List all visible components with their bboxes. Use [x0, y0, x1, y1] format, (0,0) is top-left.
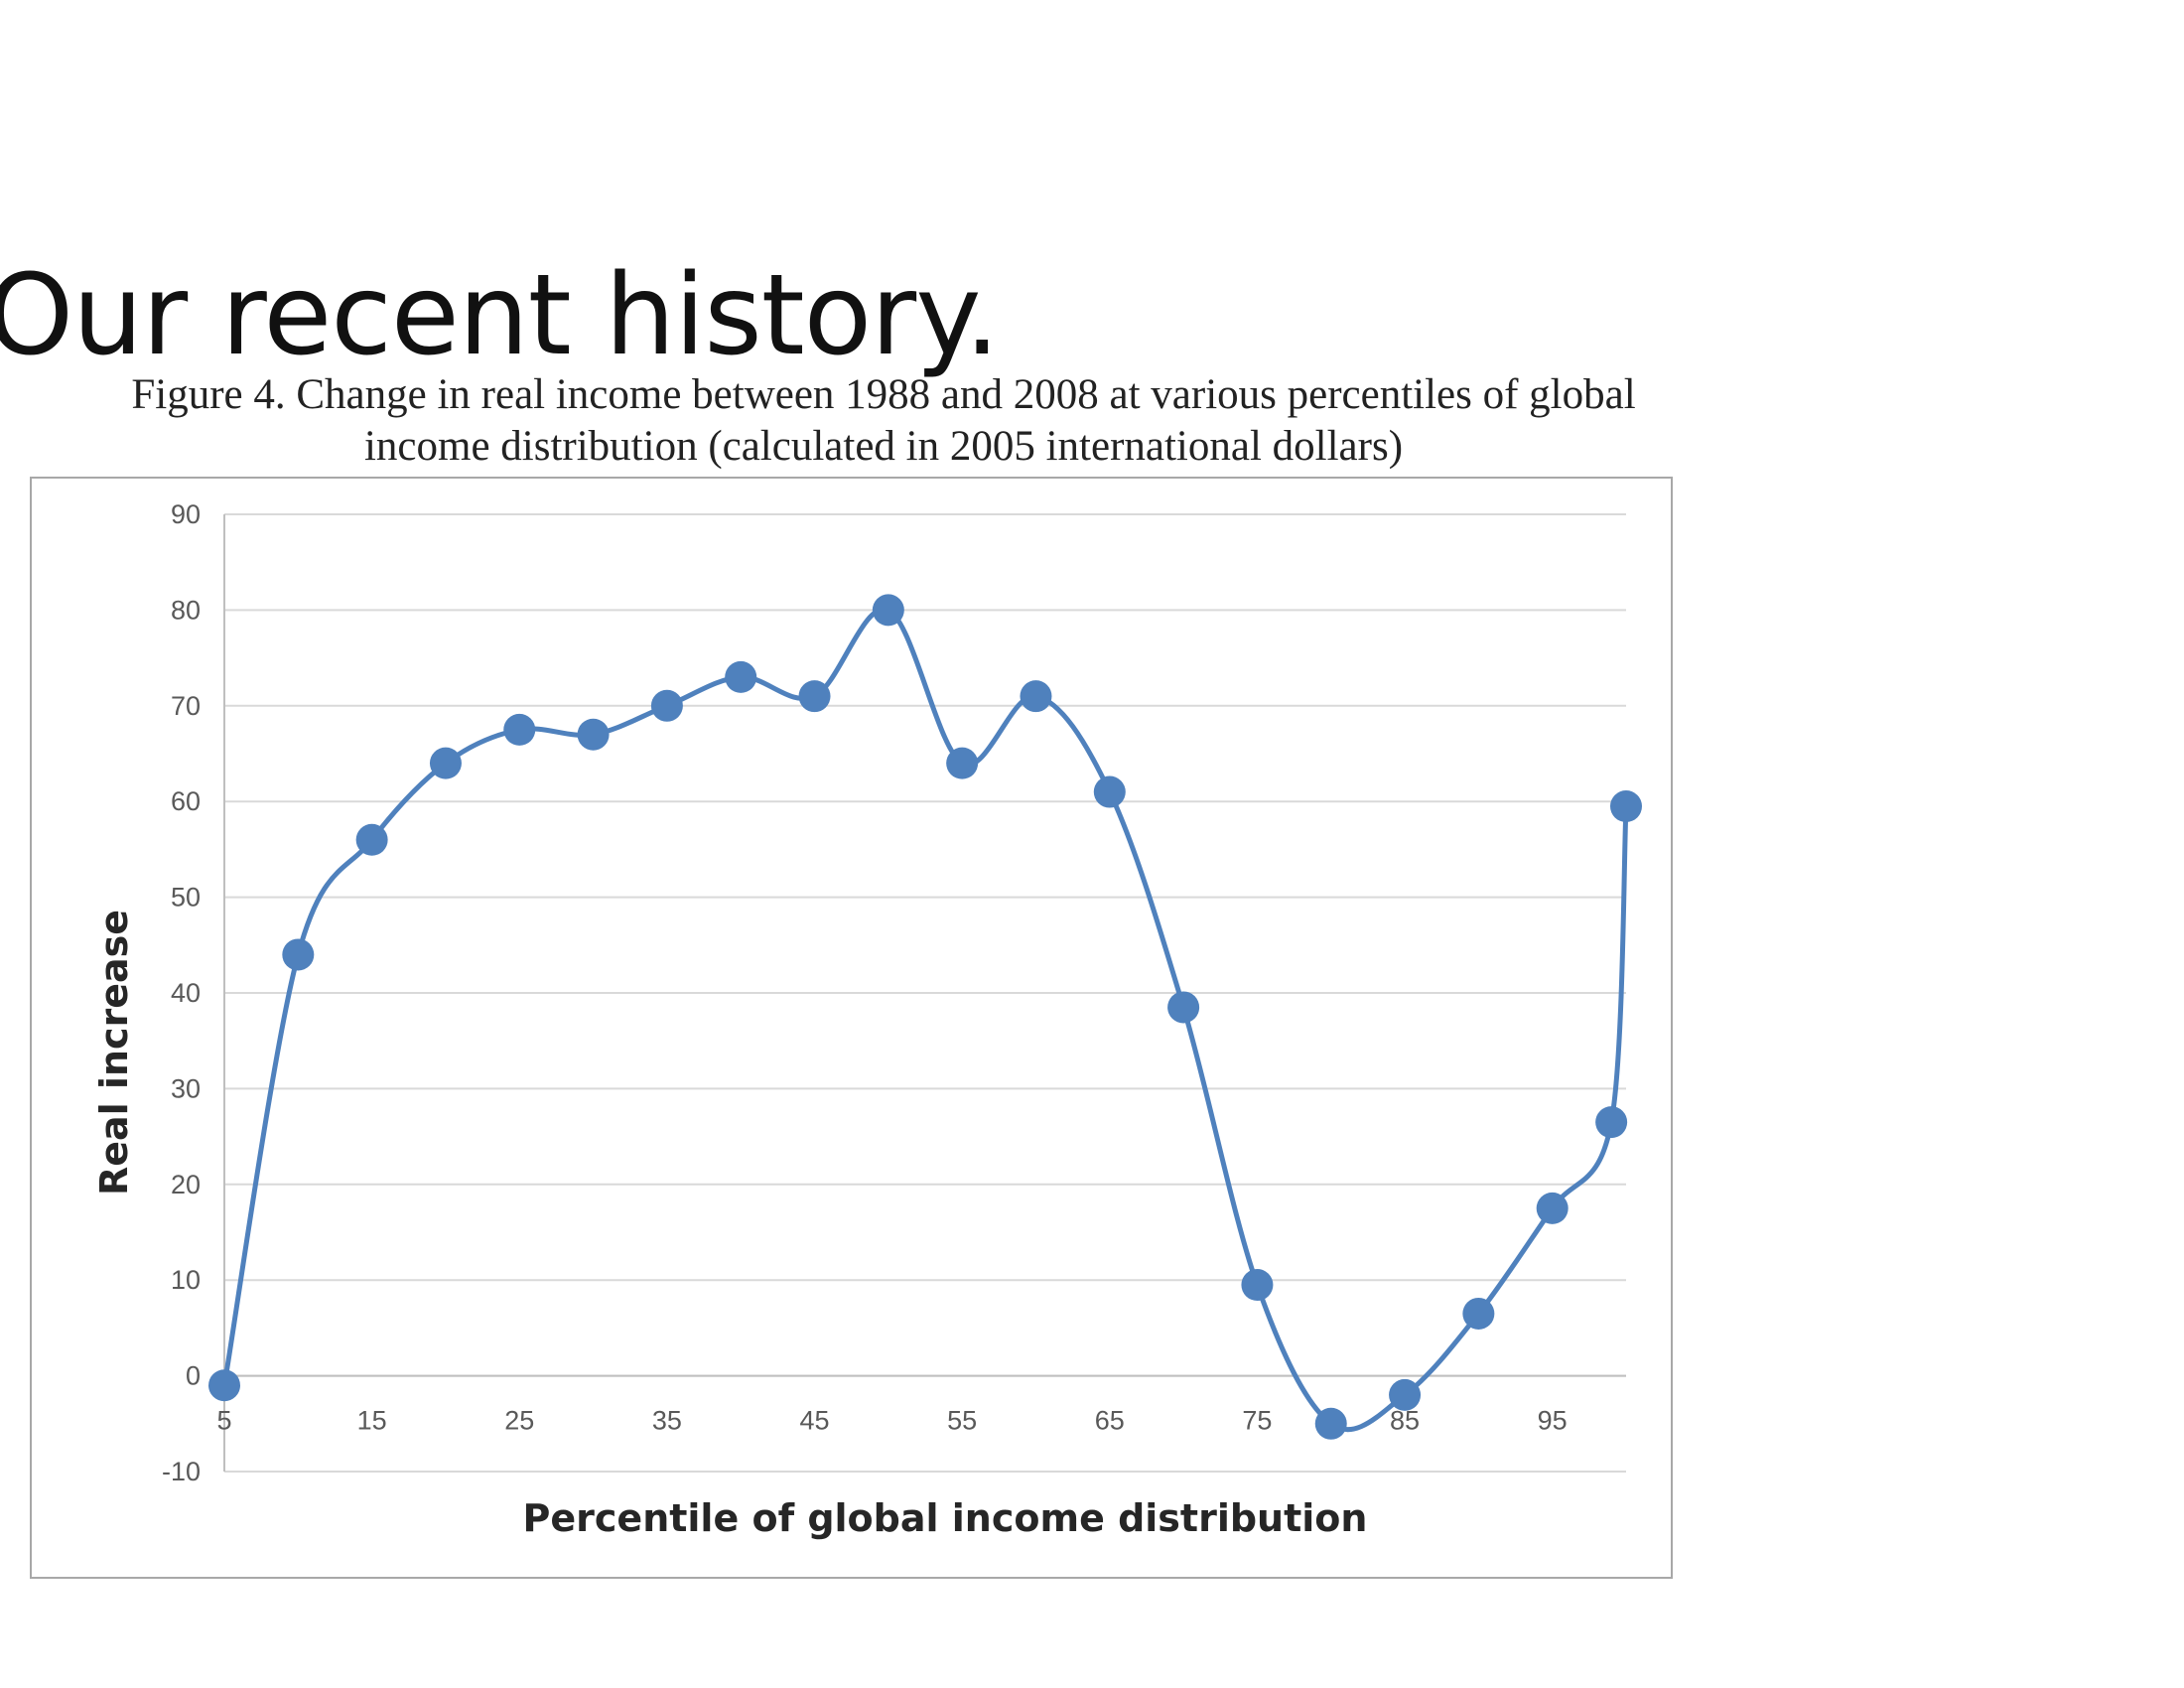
x-tick-label: 15 [357, 1406, 387, 1436]
data-point-40 [725, 660, 757, 693]
data-point-30 [577, 718, 610, 751]
slide-title: Our recent history. [0, 251, 1000, 380]
data-point-20 [429, 747, 462, 779]
figure-caption-line-2: income distribution (calculated in 2005 … [363, 423, 1404, 470]
y-tick-label: 0 [186, 1361, 201, 1391]
data-point-85 [1389, 1378, 1422, 1411]
y-tick-label: 50 [171, 883, 201, 913]
data-point-10 [282, 938, 315, 971]
figure-caption: Figure 4. Change in real income between … [40, 369, 1727, 473]
x-tick-label: 95 [1538, 1406, 1568, 1436]
series-line [221, 606, 1629, 1433]
y-tick-label: 40 [171, 978, 201, 1008]
x-tick-label: 5 [216, 1406, 231, 1436]
data-point-50 [872, 594, 904, 627]
data-point-100 [1610, 790, 1642, 823]
y-tick-label: 20 [171, 1170, 201, 1199]
series-real-increase [208, 594, 1642, 1440]
x-tick-label: 75 [1242, 1406, 1272, 1436]
x-tick-label: 25 [504, 1406, 534, 1436]
gridlines [224, 513, 1626, 1473]
figure-caption-line-1: Figure 4. Change in real income between … [131, 371, 1636, 418]
x-axis-title: Percentile of global income distribution [523, 1496, 1368, 1540]
data-point-65 [1093, 775, 1126, 808]
y-tick-label: 60 [171, 786, 201, 816]
y-tick-label: 30 [171, 1073, 201, 1103]
y-tick-labels: -10 0 10 20 30 40 50 60 70 80 90 [162, 499, 201, 1486]
data-point-99 [1595, 1106, 1628, 1139]
data-point-5 [208, 1369, 240, 1402]
y-tick-label: 90 [171, 499, 201, 529]
data-point-45 [798, 680, 831, 713]
data-point-35 [650, 689, 683, 722]
y-tick-label: 70 [171, 691, 201, 721]
data-point-70 [1167, 991, 1200, 1024]
y-axis-title: Real increase [92, 910, 136, 1196]
x-tick-labels: 5 15 25 35 45 55 65 75 85 95 [216, 1406, 1567, 1436]
chart-frame: -10 0 10 20 30 40 50 60 70 80 90 5 15 25 35 45 55 65 75 85… [30, 477, 1673, 1579]
data-point-55 [946, 747, 979, 779]
data-point-60 [1020, 680, 1052, 713]
y-tick-label: 10 [171, 1265, 201, 1295]
data-point-80 [1314, 1407, 1347, 1440]
x-tick-label: 55 [947, 1406, 977, 1436]
x-tick-label: 35 [652, 1406, 682, 1436]
x-tick-label: 45 [800, 1406, 830, 1436]
axes [223, 514, 1626, 1472]
y-tick-label: 80 [171, 595, 201, 625]
data-point-25 [503, 713, 536, 746]
data-point-75 [1241, 1269, 1274, 1302]
x-tick-label: 65 [1095, 1406, 1125, 1436]
data-point-90 [1462, 1297, 1495, 1330]
data-point-15 [355, 823, 388, 856]
data-point-95 [1536, 1192, 1569, 1224]
y-tick-label: -10 [162, 1457, 201, 1486]
